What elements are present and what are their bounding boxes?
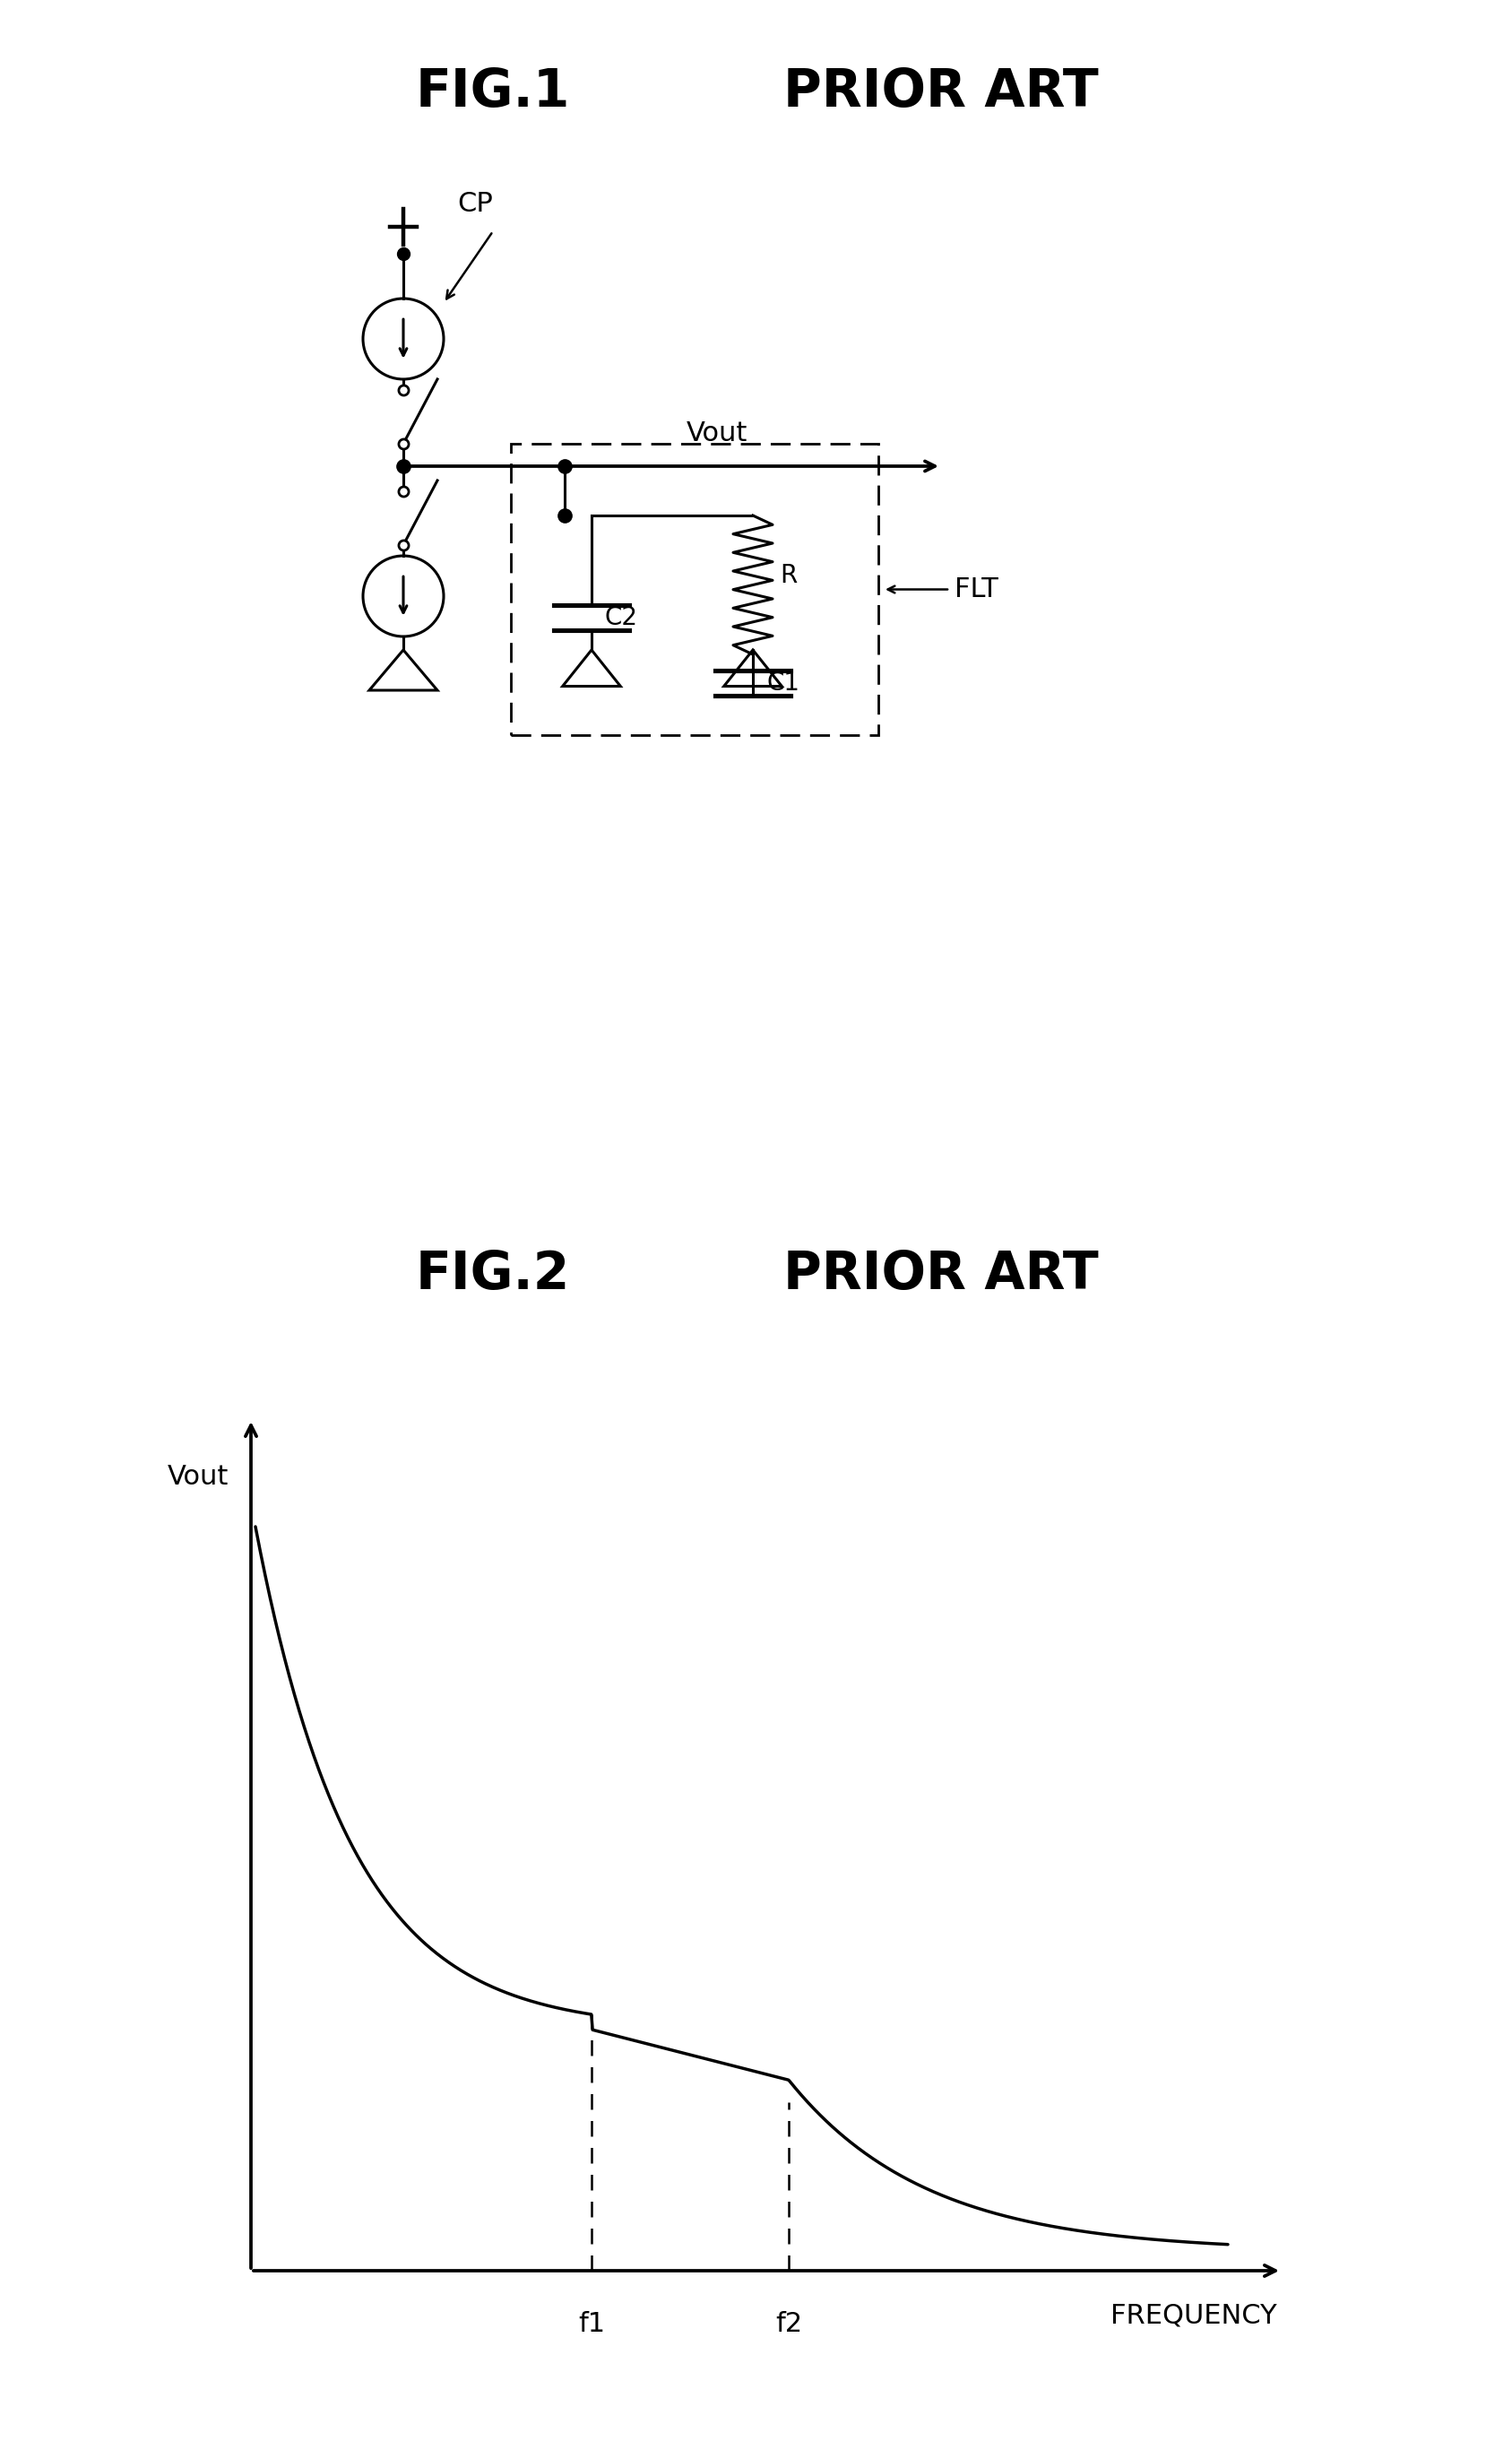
- Text: FLT: FLT: [954, 576, 998, 603]
- Text: PRIOR ART: PRIOR ART: [783, 1250, 1099, 1301]
- Text: CP: CP: [457, 191, 493, 218]
- Text: C2: C2: [605, 605, 638, 630]
- Text: f2: f2: [776, 2310, 803, 2337]
- Text: Vout: Vout: [686, 421, 747, 446]
- Text: FREQUENCY: FREQUENCY: [1111, 2303, 1278, 2328]
- Text: FIG.1: FIG.1: [416, 66, 570, 118]
- Text: f1: f1: [578, 2310, 605, 2337]
- Bar: [511, 443, 878, 735]
- Text: Vout: Vout: [168, 1465, 228, 1490]
- Text: FIG.2: FIG.2: [416, 1250, 570, 1301]
- Text: C1: C1: [767, 671, 800, 696]
- Text: R: R: [780, 564, 797, 588]
- Text: PRIOR ART: PRIOR ART: [783, 66, 1099, 118]
